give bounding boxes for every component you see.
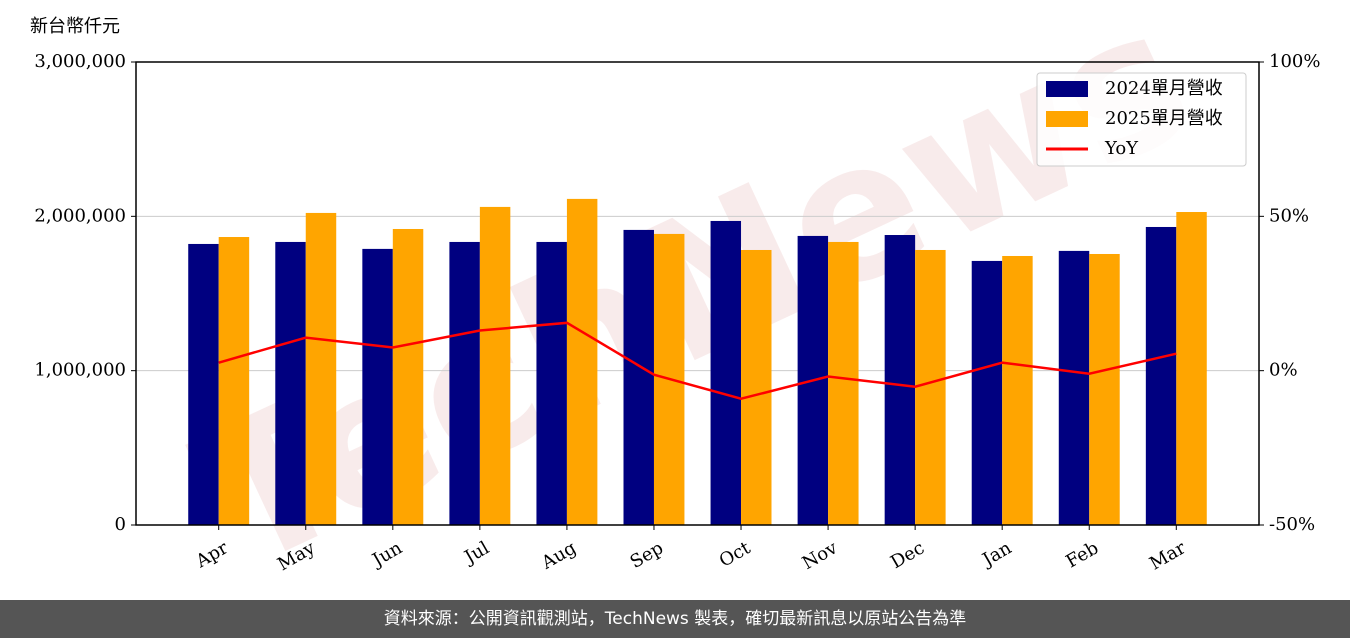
bar xyxy=(566,198,598,525)
plot-frame xyxy=(135,61,1260,526)
bar xyxy=(218,237,250,525)
y-tick-label: 3,000,000 xyxy=(34,51,126,72)
x-tick-label: Mar xyxy=(1146,537,1190,574)
bar xyxy=(915,249,946,525)
line xyxy=(218,321,1177,401)
bar xyxy=(741,249,772,525)
legend-label: YoY xyxy=(1104,138,1139,159)
y-tick-label: 2,000,000 xyxy=(34,205,126,226)
bar xyxy=(1089,253,1120,525)
x-tick-label: Nov xyxy=(799,537,842,574)
footer-band xyxy=(0,600,1350,638)
x-tick-label: Jan xyxy=(977,537,1015,571)
legend-swatch xyxy=(1046,81,1088,97)
y2-tick-label: -50% xyxy=(1269,514,1315,535)
x-tick-label: Sep xyxy=(627,537,667,572)
x-tick-label: Jul xyxy=(459,537,493,569)
bar xyxy=(449,241,480,525)
x-tick-label: Feb xyxy=(1063,537,1103,572)
bar xyxy=(1145,226,1177,525)
bar xyxy=(275,241,306,525)
y-tick-label: 0 xyxy=(115,514,126,535)
bar xyxy=(971,260,1003,525)
x-tick-label: Dec xyxy=(887,537,928,573)
legend-label: 2025單月營收 xyxy=(1105,108,1223,129)
bar xyxy=(1058,250,1090,526)
legend-label: 2024單月營收 xyxy=(1105,78,1223,99)
bar xyxy=(362,248,393,526)
bar xyxy=(884,235,916,525)
y-axis-label: 新台幣仟元 xyxy=(30,16,120,37)
y2-tick-label: 50% xyxy=(1269,205,1309,226)
footer-text: 資料來源：公開資訊觀測站，TechNews 製表，確切最新訊息以原站公告為準 xyxy=(384,609,966,629)
bar xyxy=(392,228,424,526)
bar xyxy=(710,220,742,526)
y2-tick-label: 100% xyxy=(1269,51,1320,72)
bar xyxy=(828,241,859,525)
legend-box xyxy=(1036,72,1247,167)
bar xyxy=(1002,255,1033,525)
x-tick-label: Aug xyxy=(537,537,580,574)
x-tick-label: Apr xyxy=(192,537,232,572)
bar xyxy=(623,229,654,525)
bar xyxy=(479,206,511,525)
legend-swatch xyxy=(1046,111,1088,127)
y-tick-label: 1,000,000 xyxy=(34,360,126,381)
bar xyxy=(188,243,219,526)
x-tick-label: Oct xyxy=(716,537,755,572)
bar xyxy=(305,212,337,526)
y2-tick-label: 0% xyxy=(1269,360,1298,381)
bar xyxy=(536,241,567,525)
bar xyxy=(1176,212,1207,525)
